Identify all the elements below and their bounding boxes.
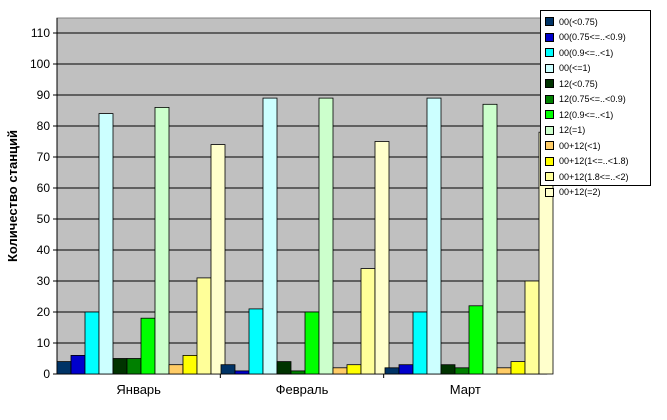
bar bbox=[524, 280, 540, 375]
bar bbox=[210, 144, 226, 375]
bar bbox=[510, 361, 526, 375]
x-tick-label: Март bbox=[450, 382, 481, 397]
y-tick-label: 30 bbox=[37, 274, 51, 288]
y-tick-label: 100 bbox=[30, 57, 50, 71]
bar bbox=[374, 141, 390, 375]
legend-label: 12(0.75<=..<0.9) bbox=[559, 94, 626, 105]
legend-item: 00(<=1) bbox=[545, 61, 650, 77]
y-tick-label: 90 bbox=[37, 88, 51, 102]
y-tick-label: 0 bbox=[43, 367, 50, 381]
legend-swatch bbox=[545, 32, 554, 42]
legend-item: 12(0.75<=..<0.9) bbox=[545, 92, 650, 108]
legend-label: 12(=1) bbox=[559, 125, 586, 136]
legend-label: 00(0.75<=..<0.9) bbox=[559, 32, 626, 43]
legend-item: 00+12(<1) bbox=[545, 138, 650, 154]
bar bbox=[426, 97, 442, 375]
bar bbox=[318, 97, 334, 375]
legend-swatch bbox=[545, 156, 554, 166]
legend-label: 00+12(=2) bbox=[559, 187, 601, 198]
legend-swatch bbox=[545, 125, 554, 135]
bar bbox=[332, 367, 348, 375]
bar bbox=[384, 367, 400, 375]
bar bbox=[154, 107, 170, 375]
legend-swatch bbox=[545, 110, 554, 120]
legend-label: 00+12(<1) bbox=[559, 140, 601, 151]
legend-item: 00+12(1.8<=..<2) bbox=[545, 169, 650, 185]
legend-swatch bbox=[545, 94, 554, 104]
legend-item: 00+12(=2) bbox=[545, 185, 650, 201]
bar bbox=[112, 358, 128, 375]
x-tick-label: Февраль bbox=[276, 382, 329, 397]
legend-swatch bbox=[545, 141, 554, 151]
legend-swatch bbox=[545, 17, 554, 27]
y-tick-label: 10 bbox=[37, 336, 51, 350]
legend-swatch bbox=[545, 187, 554, 197]
legend-label: 00(0.9<=..<1) bbox=[559, 47, 614, 58]
legend-swatch bbox=[545, 79, 554, 89]
legend-item: 00(0.75<=..<0.9) bbox=[545, 30, 650, 46]
bar bbox=[140, 317, 156, 375]
bar bbox=[234, 370, 250, 375]
bar bbox=[70, 354, 86, 375]
y-tick-label: 50 bbox=[37, 212, 51, 226]
legend-swatch bbox=[545, 48, 554, 58]
bar bbox=[276, 361, 292, 375]
legend: 00(<0.75) 00(0.75<=..<0.9) 00(0.9<=..<1) 00… bbox=[540, 10, 651, 197]
bar bbox=[454, 367, 470, 375]
legend-label: 00(<=1) bbox=[559, 63, 591, 74]
legend-label: 00+12(1.8<=..<2) bbox=[559, 171, 629, 182]
legend-item: 00(0.9<=..<1) bbox=[545, 45, 650, 61]
bar bbox=[346, 364, 362, 375]
legend-item: 12(<0.75) bbox=[545, 76, 650, 92]
bar bbox=[84, 311, 100, 375]
legend-item: 00+12(1<=..<1.8) bbox=[545, 154, 650, 170]
legend-label: 00+12(1<=..<1.8) bbox=[559, 156, 629, 167]
bar bbox=[98, 113, 114, 375]
y-tick-label: 110 bbox=[31, 26, 50, 40]
legend-label: 12(0.9<=..<1) bbox=[559, 109, 614, 120]
legend-swatch bbox=[545, 63, 554, 73]
legend-item: 00(<0.75) bbox=[545, 14, 650, 30]
bar bbox=[482, 103, 498, 375]
y-tick-label: 60 bbox=[37, 181, 51, 195]
bar bbox=[56, 361, 72, 375]
legend-label: 12(<0.75) bbox=[559, 78, 598, 89]
bar bbox=[262, 97, 278, 375]
y-tick-label: 70 bbox=[37, 150, 51, 164]
bar bbox=[496, 367, 512, 375]
bar bbox=[196, 277, 212, 375]
bar bbox=[220, 364, 236, 375]
x-tick-label: Январь bbox=[116, 382, 161, 397]
legend-item: 12(0.9<=..<1) bbox=[545, 107, 650, 123]
bar bbox=[468, 305, 484, 375]
y-tick-label: 40 bbox=[37, 243, 51, 257]
legend-item: 12(=1) bbox=[545, 123, 650, 139]
plot-area bbox=[56, 17, 548, 375]
bar bbox=[412, 311, 428, 375]
bar bbox=[126, 358, 142, 375]
bar bbox=[248, 308, 264, 375]
y-axis-label: Количество станций bbox=[5, 130, 20, 262]
bar bbox=[168, 364, 184, 375]
bar bbox=[440, 364, 456, 375]
legend-swatch bbox=[545, 172, 554, 182]
y-tick-label: 80 bbox=[37, 119, 51, 133]
bar bbox=[290, 370, 306, 375]
y-tick-label: 20 bbox=[37, 305, 51, 319]
bar bbox=[398, 364, 414, 375]
bar bbox=[360, 268, 376, 375]
bar bbox=[182, 354, 198, 375]
bar bbox=[304, 311, 320, 375]
legend-label: 00(<0.75) bbox=[559, 16, 598, 27]
